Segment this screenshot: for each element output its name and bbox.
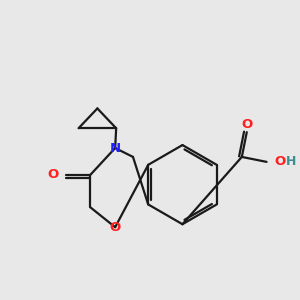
Text: O: O [241,118,252,131]
Text: O: O [274,155,286,168]
Text: H: H [286,155,297,168]
Text: N: N [110,142,121,154]
Text: O: O [47,168,59,181]
Text: O: O [110,221,121,234]
